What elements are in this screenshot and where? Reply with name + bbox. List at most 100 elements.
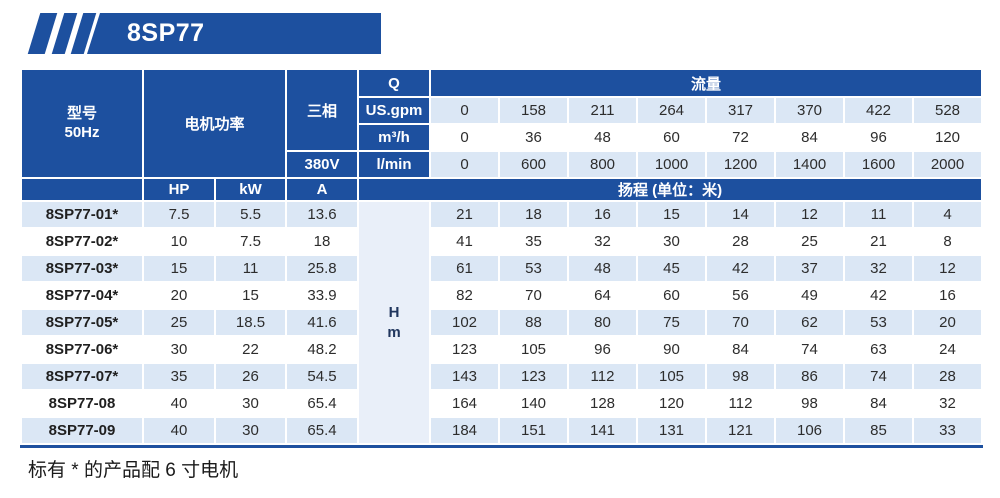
head-value-cell: 102 [431,310,499,335]
empty-header-cell [22,179,142,200]
head-value-cell: 12 [914,256,982,281]
flow-value-cell: 264 [638,98,706,123]
motor-power-header: 电机功率 [144,70,286,177]
flow-value-cell: 1000 [638,152,706,177]
flow-value-cell: 96 [845,125,913,150]
flow-value-cell: 60 [638,125,706,150]
head-value-cell: 106 [776,418,844,443]
head-value-cell: 164 [431,391,499,416]
head-value-cell: 121 [707,418,775,443]
unit-lmin-label: l/min [359,152,430,177]
hp-cell: 40 [144,418,214,443]
kw-cell: 11 [216,256,286,281]
head-value-cell: 105 [638,364,706,389]
head-value-cell: 18 [500,202,568,227]
head-value-cell: 16 [569,202,637,227]
head-value-cell: 80 [569,310,637,335]
table-row: 8SP77-08 40 30 65.4 164 140 128 120 112 98 84 32 [22,391,982,416]
head-value-cell: 70 [500,283,568,308]
head-value-cell: 88 [500,310,568,335]
head-unit-line2: m [387,323,401,341]
head-value-cell: 42 [707,256,775,281]
head-value-cell: 131 [638,418,706,443]
head-value-cell: 37 [776,256,844,281]
flow-value-cell: 36 [500,125,568,150]
kw-cell: 5.5 [216,202,286,227]
hp-cell: 10 [144,229,214,254]
kw-cell: 15 [216,283,286,308]
model-cell: 8SP77-02* [22,229,142,254]
amp-cell: 48.2 [287,337,358,362]
model-cell: 8SP77-03* [22,256,142,281]
head-value-cell: 15 [638,202,706,227]
head-value-cell: 28 [707,229,775,254]
model-header-line2: 50Hz [64,123,100,141]
head-value-cell: 90 [638,337,706,362]
head-value-cell: 105 [500,337,568,362]
header-row-flow: 型号 50Hz 电机功率 三相 Q 流量 [22,70,982,177]
flow-row-m3h: m³/h 0 36 48 60 72 84 96 120 [22,125,982,150]
model-cell: 8SP77-07* [22,364,142,389]
head-value-cell: 42 [845,283,913,308]
flow-value-cell: 600 [500,152,568,177]
head-value-cell: 82 [431,283,499,308]
unit-m3h-label: m³/h [359,125,430,150]
kw-cell: 30 [216,391,286,416]
flow-header: 流量 [431,70,982,96]
hp-cell: 30 [144,337,214,362]
hp-cell: 40 [144,391,214,416]
amp-cell: 18 [287,229,358,254]
table-row: 8SP77-02* 10 7.5 18 41 35 32 30 28 25 21 8 [22,229,982,254]
amp-cell: 33.9 [287,283,358,308]
flow-value-cell: 120 [914,125,982,150]
head-value-cell: 30 [638,229,706,254]
head-value-cell: 41 [431,229,499,254]
head-value-cell: 56 [707,283,775,308]
flow-value-cell: 0 [431,98,499,123]
hp-cell: 35 [144,364,214,389]
head-value-cell: 48 [569,256,637,281]
flow-value-cell: 800 [569,152,637,177]
head-value-cell: 45 [638,256,706,281]
head-value-cell: 84 [707,337,775,362]
three-phase-header: 三相 [287,70,358,150]
flow-value-cell: 1400 [776,152,844,177]
flow-value-cell: 317 [707,98,775,123]
unit-usgpm-label: US.gpm [359,98,430,123]
spec-table: 型号 50Hz 电机功率 三相 Q 流量 US.gpm 0 158 211 264 31… [20,68,984,448]
model-cell: 8SP77-04* [22,283,142,308]
head-value-cell: 16 [914,283,982,308]
head-header: 扬程 (单位：米) [359,179,982,200]
head-value-cell: 123 [500,364,568,389]
head-value-cell: 4 [914,202,982,227]
head-value-cell: 64 [569,283,637,308]
model-cell: 8SP77-06* [22,337,142,362]
head-value-cell: 112 [707,391,775,416]
head-value-cell: 24 [914,337,982,362]
head-value-cell: 96 [569,337,637,362]
hp-cell: 7.5 [144,202,214,227]
voltage-header: 380V [287,152,358,177]
kw-cell: 18.5 [216,310,286,335]
model-cell: 8SP77-09 [22,418,142,443]
flow-value-cell: 422 [845,98,913,123]
hp-cell: 25 [144,310,214,335]
table-row: 8SP77-06* 30 22 48.2 123 105 96 90 84 74 63 24 [22,337,982,362]
table-row: 8SP77-05* 25 18.5 41.6 102 88 80 75 70 62 53 20 [22,310,982,335]
head-value-cell: 84 [845,391,913,416]
head-value-cell: 32 [569,229,637,254]
model-header-line1: 型号 [66,104,97,122]
hp-header: HP [144,179,214,200]
head-value-cell: 143 [431,364,499,389]
head-value-cell: 140 [500,391,568,416]
flow-row-usgpm: US.gpm 0 158 211 264 317 370 422 528 [22,98,982,123]
hp-cell: 15 [144,256,214,281]
head-value-cell: 184 [431,418,499,443]
kw-header: kW [216,179,286,200]
flow-value-cell: 158 [500,98,568,123]
banner-title: 8SP77 [127,19,205,47]
head-value-cell: 120 [638,391,706,416]
flow-value-cell: 1200 [707,152,775,177]
